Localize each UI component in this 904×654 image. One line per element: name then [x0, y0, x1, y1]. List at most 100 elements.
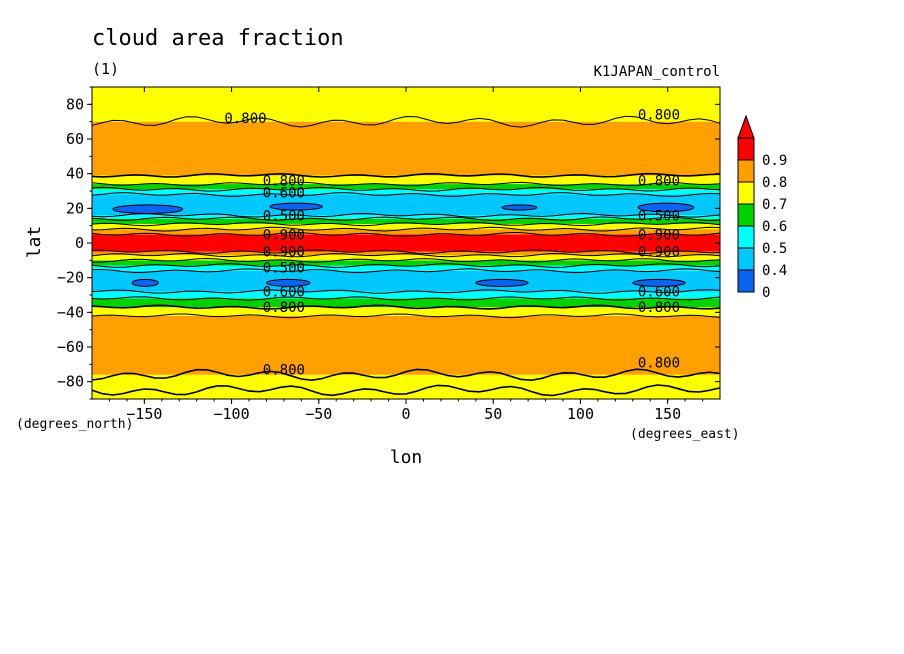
colorbar-segment-2 — [737, 225, 755, 249]
low-patch-0 — [112, 204, 184, 215]
contour-line-7 — [91, 263, 721, 268]
contour-line-20 — [91, 115, 721, 128]
contour-line-16 — [91, 192, 721, 197]
y-tick-label-8: 80 — [66, 95, 84, 113]
colorbar-extend-arrow — [737, 114, 755, 139]
band-15 — [92, 215, 720, 219]
y-tick-label-6: 40 — [66, 165, 84, 183]
colorbar-label-6: 0.9 — [762, 153, 787, 169]
contour-line-4 — [91, 296, 721, 301]
contour-label-2: 0.800 — [263, 174, 305, 190]
low-patch-6 — [475, 278, 529, 287]
band-7 — [92, 265, 720, 271]
contour-line-1 — [91, 368, 721, 382]
contour-label-8: 0.600 — [263, 285, 305, 301]
contour-line-5 — [91, 289, 721, 294]
colorbar: 0 0.4 0.5 0.6 0.7 0.8 0.9 — [737, 114, 787, 301]
contour-line-8 — [92, 257, 721, 263]
contour-label-9: 0.800 — [263, 300, 305, 316]
contour-label-1: 0.800 — [638, 108, 680, 124]
colorbar-label-3: 0.6 — [762, 219, 787, 235]
colorbar-label-0: 0 — [762, 285, 770, 301]
contour-label-3: 0.600 — [263, 186, 305, 202]
contour-label-6: 0.900 — [263, 245, 305, 261]
y-tick-label-1: −60 — [57, 338, 84, 356]
contour-label-12: 0.900 — [638, 227, 680, 243]
band-8 — [92, 260, 720, 266]
band-1 — [92, 374, 720, 391]
x-tick-label-6: 150 — [654, 405, 681, 423]
colorbar-label-1: 0.4 — [762, 263, 787, 279]
run-label: K1JAPAN_control — [594, 64, 720, 80]
chart-subtitle: (1) — [92, 60, 119, 78]
band-20 — [92, 121, 720, 176]
colorbar-segment-6 — [737, 137, 755, 161]
contour-line-2 — [91, 313, 721, 319]
contour-label-11: 0.500 — [638, 208, 680, 224]
colorbar-segment-0 — [737, 269, 755, 293]
contour-label-4: 0.500 — [263, 208, 305, 224]
x-tick-label-0: −150 — [126, 405, 162, 423]
contour-line-12 — [91, 226, 721, 232]
y-tick-label-2: −40 — [57, 303, 84, 321]
contour-line-6 — [91, 268, 721, 274]
contour-lines — [91, 115, 721, 397]
low-patch-4 — [131, 278, 159, 287]
y-axis-label: lat — [24, 226, 45, 259]
plot-area — [92, 87, 720, 399]
x-tick-label-1: −100 — [213, 405, 249, 423]
contour-label-10: 0.800 — [638, 174, 680, 190]
contour-label-14: 0.600 — [638, 285, 680, 301]
contour-label-0: 0.800 — [224, 111, 266, 127]
band-19 — [92, 175, 720, 185]
band-14 — [92, 218, 720, 224]
band-18 — [92, 184, 720, 190]
contour-line-3 — [91, 304, 721, 310]
y-tick-label-3: −20 — [57, 269, 84, 287]
contour-label-15: 0.800 — [638, 300, 680, 316]
x-axis-label: lon — [390, 447, 423, 468]
band-9 — [92, 255, 720, 261]
contour-label-16: 0.800 — [638, 356, 680, 372]
y-tick-label-4: 0 — [75, 234, 84, 252]
y-axis: −80 −60 −40 −20 0 20 40 60 80 — [57, 86, 720, 400]
band-21 — [92, 87, 720, 122]
contour-line-19 — [91, 172, 721, 178]
contour-label-13: 0.900 — [638, 245, 680, 261]
contour-line-15 — [91, 212, 721, 218]
band-5 — [92, 291, 720, 299]
band-12 — [92, 229, 720, 235]
contour-label-17: 0.800 — [263, 363, 305, 379]
colorbar-segment-5 — [737, 159, 755, 183]
x-tick-label-3: 0 — [401, 405, 410, 423]
y-tick-label-5: 20 — [66, 199, 84, 217]
contour-line-9 — [91, 252, 721, 258]
low-patch-1 — [269, 202, 323, 211]
y-tick-label-7: 60 — [66, 130, 84, 148]
colorbar-label-5: 0.8 — [762, 175, 787, 191]
band-4 — [92, 298, 720, 308]
contour-line-14 — [91, 216, 721, 222]
band-2 — [92, 315, 720, 375]
band-6 — [92, 270, 720, 292]
low-patch-3 — [637, 202, 695, 213]
low-patch-7 — [632, 278, 686, 287]
x-axis: −150 −100 −50 0 50 100 150 — [108, 87, 704, 423]
contour-label-5: 0.900 — [263, 227, 305, 243]
colorbar-segment-4 — [737, 181, 755, 205]
band-16 — [92, 194, 720, 216]
contour-line-13 — [91, 221, 721, 227]
contour-line-11 — [91, 231, 721, 237]
x-tick-label-4: 50 — [484, 405, 502, 423]
y-units-label: (degrees_north) — [16, 417, 133, 432]
contour-line-18 — [91, 181, 721, 187]
band-13 — [92, 223, 720, 230]
colorbar-segment-1 — [737, 247, 755, 271]
band-3 — [92, 307, 720, 316]
contour-line-10 — [92, 249, 721, 255]
x-tick-label-5: 100 — [567, 405, 594, 423]
chart-title: cloud area fraction — [92, 26, 344, 51]
colorbar-label-2: 0.5 — [762, 241, 787, 257]
band-11 — [92, 234, 720, 252]
